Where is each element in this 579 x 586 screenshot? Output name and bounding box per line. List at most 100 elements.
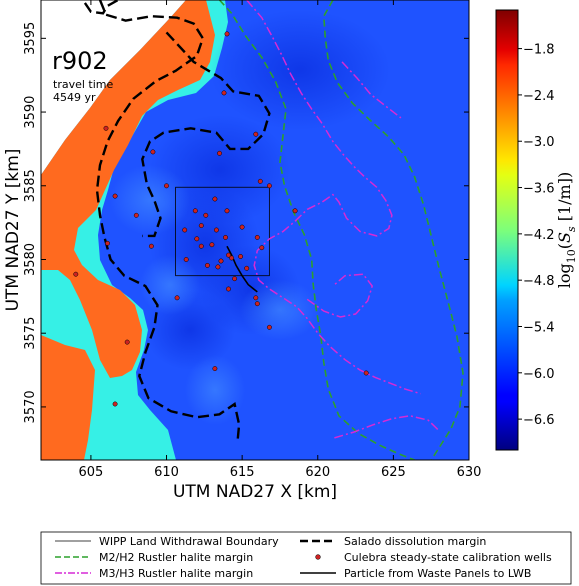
orange-zone	[41, 0, 215, 378]
legend-marker	[315, 554, 321, 560]
calibration-well	[238, 254, 244, 259]
calibration-well	[218, 258, 224, 264]
calibration-well	[292, 208, 298, 214]
colorbar-tick-label: −1.8	[523, 43, 555, 58]
calibration-well	[213, 227, 219, 233]
calibration-well	[174, 295, 180, 301]
colorbar-label: log10(Ss [1/m])	[555, 172, 578, 288]
calibration-well	[221, 90, 227, 96]
orange-zone-south	[41, 335, 95, 460]
m3h3-halite-margin-south	[334, 415, 440, 439]
calibration-well	[198, 223, 204, 229]
calibration-well	[194, 236, 200, 242]
legend-label: M2/H2 Rustler halite margin	[99, 551, 253, 564]
legend-label: M3/H3 Rustler halite margin	[99, 567, 253, 580]
colorbar-tick-label: −5.4	[523, 320, 555, 335]
calibration-well	[182, 227, 188, 233]
calibration-well	[112, 401, 118, 407]
calibration-well	[164, 183, 169, 189]
y-axis-label: UTM NAD27 Y [km]	[3, 149, 23, 312]
y-tick-label: 3590	[23, 96, 38, 129]
light-blue-patches	[110, 165, 320, 425]
colorbar-tick-label: −4.2	[523, 228, 555, 243]
calibration-well	[198, 243, 204, 249]
m3h3-halite-margin-loop	[306, 273, 374, 318]
dark-blue-patches	[145, 10, 390, 370]
calibration-well	[204, 262, 210, 268]
calibration-well	[363, 370, 369, 376]
particle-path	[226, 245, 258, 293]
colorbar-ticks: −1.8 −2.4 −3.0 −3.6 −4.2 −4.8 −5.4 −6.0 −6.6	[518, 43, 555, 428]
calibration-well	[266, 183, 272, 189]
calibration-well	[192, 208, 198, 214]
wipp-land-withdrawal-boundary	[175, 186, 270, 277]
calibration-well	[253, 295, 259, 301]
calibration-well	[254, 234, 260, 240]
y-tick-label: 3575	[23, 317, 38, 350]
y-tick-label: 3585	[23, 169, 38, 202]
colorbar-tick-label: −3.6	[523, 182, 555, 197]
legend-label: Salado dissolution margin	[344, 535, 486, 548]
legend-label: WIPP Land Withdrawal Boundary	[99, 535, 279, 548]
calibration-well	[183, 257, 189, 262]
travel-time-value: 4549 yr	[53, 91, 96, 104]
plot-area	[41, 0, 469, 460]
calibration-well	[105, 240, 110, 246]
legend-item: M2/H2 Rustler halite margin	[55, 551, 253, 564]
calibration-well	[266, 324, 272, 330]
calibration-well	[226, 252, 231, 258]
calibration-well	[148, 243, 154, 249]
legend: WIPP Land Withdrawal Boundary M2/H2 Rustl…	[40, 531, 572, 585]
calibration-well	[224, 208, 230, 214]
y-axis-ticks: 3570 3575 3580 3585 3590 3595	[23, 22, 469, 423]
calibration-well	[73, 271, 79, 277]
x-tick-label: 615	[230, 465, 255, 480]
x-tick-label: 625	[381, 465, 406, 480]
calibration-wells	[73, 31, 369, 407]
colorbar-tick-label: −6.0	[523, 367, 555, 382]
x-tick-label: 605	[78, 465, 103, 480]
calibration-well	[209, 242, 215, 248]
calibration-well	[150, 149, 156, 155]
contour-lines	[83, 0, 464, 460]
x-axis-ticks: 605 610 615 620 625 630	[78, 0, 481, 480]
colorbar-tick-label: −4.8	[523, 274, 555, 289]
m3h3-halite-margin-ne	[341, 61, 402, 119]
m3h3-halite-margin	[246, 0, 421, 395]
colorbar-tick-label: −3.0	[523, 135, 555, 150]
plot-frame	[40, 0, 470, 461]
calibration-well	[223, 234, 228, 240]
calibration-well	[212, 366, 218, 372]
x-axis-label: UTM NAD27 X [km]	[173, 482, 337, 502]
calibration-well	[212, 196, 218, 202]
calibration-well	[217, 150, 222, 156]
travel-time-label: travel time	[53, 78, 113, 91]
legend-item: M3/H3 Rustler halite margin	[55, 567, 253, 580]
legend-label: Particle from Waste Panels to LWB	[344, 567, 531, 580]
calibration-well	[229, 255, 235, 261]
colorbar-gradient	[495, 9, 519, 451]
m2h2-halite-margin-east	[322, 0, 464, 460]
calibration-well	[259, 245, 265, 251]
calibration-well	[103, 125, 109, 131]
calibration-well	[232, 276, 238, 282]
run-label: r902	[52, 47, 108, 75]
legend-item: Salado dissolution margin	[300, 535, 486, 548]
calibration-well	[133, 212, 139, 218]
calibration-well	[215, 264, 221, 270]
colorbar-tick-label: −2.4	[523, 89, 555, 104]
colorbar: −1.8 −2.4 −3.0 −3.6 −4.2 −4.8 −5.4 −6.0 −6.6 log…	[495, 9, 578, 451]
salado-dissolution-margin-north	[83, 0, 119, 15]
salado-dissolution-margin	[95, 0, 241, 441]
calibration-well	[254, 301, 260, 307]
calibration-well	[257, 178, 263, 184]
x-tick-label: 630	[457, 465, 482, 480]
calibration-well	[224, 31, 230, 37]
y-tick-label: 3580	[23, 243, 38, 276]
legend-item: Culebra steady-state calibration wells	[315, 551, 552, 564]
salado-dissolution-margin-inner	[141, 31, 271, 238]
legend-label: Culebra steady-state calibration wells	[344, 551, 552, 564]
x-tick-label: 610	[154, 465, 179, 480]
calibration-well	[244, 265, 250, 271]
calibration-well	[112, 193, 118, 199]
